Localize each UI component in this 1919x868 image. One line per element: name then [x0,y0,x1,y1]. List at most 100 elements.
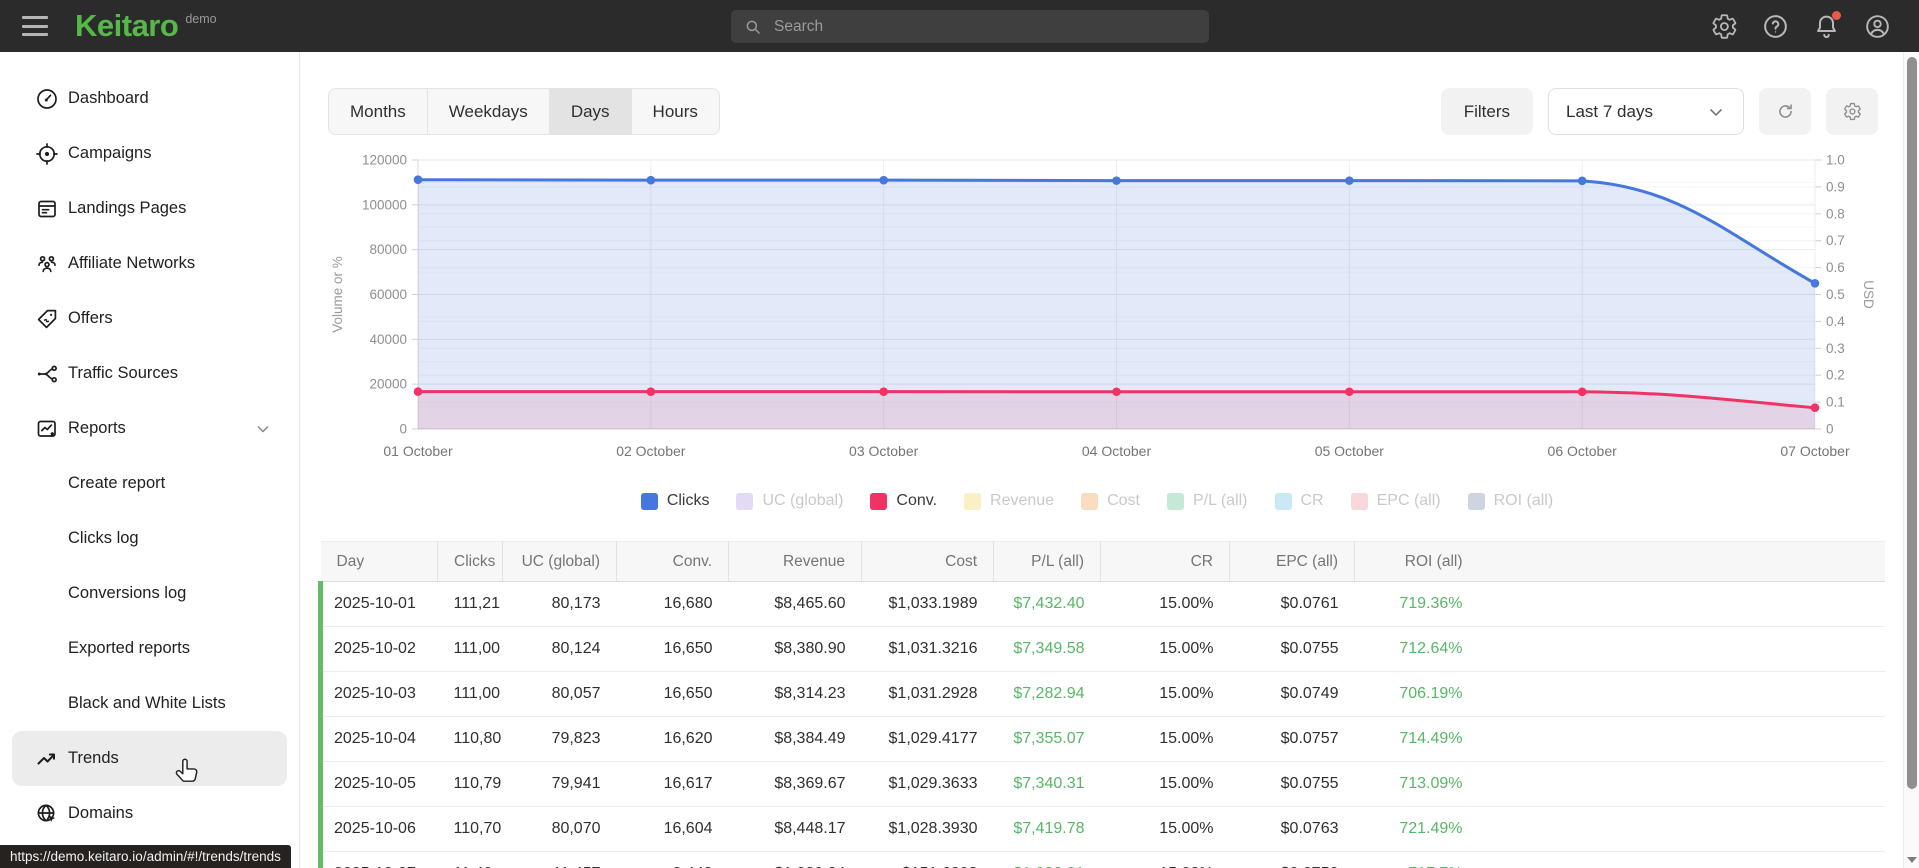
sidebar-item-label: Reports [68,419,126,437]
cell: 80,173 [502,581,617,627]
cell: $0.0755 [1229,626,1355,672]
notifications-icon[interactable] [1813,10,1841,40]
sidebar: Dashboard Campaigns Landings Pages Affiliat… [0,52,300,868]
cell: 111,21 [437,581,503,627]
legend-item-uc-global[interactable]: UC (global) [736,492,843,510]
legend-label: Clicks [666,492,710,509]
demo-badge: demo [185,12,217,26]
svg-text:0.6: 0.6 [1826,260,1845,275]
cell: 2025-10-02 [318,626,438,672]
column-header-epc-all: EPC (all) [1229,541,1355,582]
svg-text:0.3: 0.3 [1826,341,1845,356]
svg-text:0.1: 0.1 [1826,395,1845,410]
legend-label: CR [1300,492,1324,509]
column-header-p-l-all: P/L (all) [993,541,1101,582]
sidebar-item-label: Trends [68,749,119,767]
svg-text:06 October: 06 October [1548,443,1618,459]
sidebar-item-exported-reports[interactable]: Exported reports [0,621,299,676]
scrollbar-track[interactable] [1903,52,1919,868]
notification-dot [1832,10,1841,20]
affiliate-icon [35,252,59,276]
legend-swatch [736,492,754,510]
sidebar-item-offers[interactable]: Offers [0,291,299,346]
sidebar-item-label: Landings Pages [68,199,187,217]
search-input[interactable] [774,17,1196,36]
cell: $0.0757 [1229,716,1355,762]
sidebar-item-create-report[interactable]: Create report [0,456,299,511]
cell: 721.49% [1354,806,1479,852]
keitaro-logo[interactable]: Keitaro [75,8,179,43]
menu-icon[interactable] [22,16,48,36]
column-header-filler [1478,541,1885,582]
cell: 16,680 [616,581,729,627]
sidebar-item-conversions-log[interactable]: Conversions log [0,566,299,621]
column-header-day: Day [320,541,438,582]
cell: $0.0763 [1229,806,1355,852]
cell: 80,124 [502,626,617,672]
trends-icon [35,747,59,771]
column-header-uc-global: UC (global) [502,541,617,582]
svg-text:07 October: 07 October [1780,443,1850,459]
tab-weekdays[interactable]: Weekdays [428,89,550,134]
cell: 706.19% [1354,671,1479,717]
date-range-select[interactable]: Last 7 days [1548,88,1744,135]
cell: $1,029.3633 [861,761,994,807]
svg-text:03 October: 03 October [849,443,919,459]
campaigns-icon [35,142,59,166]
sidebar-item-black-white-lists[interactable]: Black and White Lists [0,676,299,731]
sidebar-item-landings-pages[interactable]: Landings Pages [0,181,299,236]
sidebar-item-affiliate-networks[interactable]: Affiliate Networks [0,236,299,291]
legend-item-clicks[interactable]: Clicks [640,492,710,510]
legend-swatch [1350,492,1368,510]
svg-text:01 October: 01 October [383,443,453,459]
help-icon[interactable] [1762,13,1789,40]
cell: $0.0749 [1229,671,1355,717]
cell: $1,033.1989 [861,581,994,627]
legend-item-epc-all[interactable]: EPC (all) [1350,492,1441,510]
chart-legend: Clicks UC (global) Conv. Revenue Cost P/L (al… [312,492,1882,510]
status-url-tooltip: https://demo.keitaro.io/admin/#!/trends/… [0,845,291,868]
cell: 11,49 [437,851,503,868]
table-row: 2025-10-03 111,00 80,057 16,650 $8,314.23 $1,… [318,671,1885,717]
cell: 2025-10-05 [318,761,438,807]
refresh-button[interactable] [1759,88,1811,135]
scroll-down-arrow[interactable] [1907,857,1917,863]
legend-item-cr[interactable]: CR [1274,492,1324,510]
cell: $7,349.58 [993,626,1101,672]
account-icon[interactable] [1864,13,1891,40]
tab-months[interactable]: Months [329,89,428,134]
table-row: 2025-10-0711,4911,4572,443$1,239.84$151.… [318,851,1885,868]
settings-icon[interactable] [1711,13,1738,40]
sidebar-item-reports[interactable]: Reports [0,401,299,456]
column-header-revenue: Revenue [728,541,862,582]
legend-item-p-l-all[interactable]: P/L (all) [1166,492,1248,510]
filters-button[interactable]: Filters [1440,88,1533,135]
offers-icon [35,307,59,331]
tab-hours[interactable]: Hours [652,102,698,121]
cell: 719.36% [1354,581,1479,627]
traffic-icon [35,362,59,386]
sidebar-item-dashboard[interactable]: Dashboard [0,71,299,126]
chart-settings-button[interactable] [1826,88,1878,135]
cell: 16,650 [616,671,729,717]
cell: 2025-10-04 [318,716,438,762]
trends-table: Day Clicks UC (global) Conv. Revenue Cost P/L … [318,541,1885,868]
legend-item-conv[interactable]: Conv. [870,492,937,510]
search-box[interactable] [731,10,1209,43]
scrollbar-thumb[interactable] [1907,57,1917,789]
sidebar-item-traffic-sources[interactable]: Traffic Sources [0,346,299,401]
sidebar-item-clicks-log[interactable]: Clicks log [0,511,299,566]
svg-text:0.7: 0.7 [1826,233,1845,248]
legend-item-roi-all[interactable]: ROI (all) [1467,492,1553,510]
sidebar-item-campaigns[interactable]: Campaigns [0,126,299,181]
table-row: 2025-10-01 111,21 80,173 16,680 $8,465.60 $1,… [318,581,1885,627]
date-range-value: Last 7 days [1566,101,1653,121]
sidebar-item-trends[interactable]: Trends [12,731,287,786]
legend-item-cost[interactable]: Cost [1081,492,1140,510]
cell [1478,806,1885,852]
sidebar-item-domains[interactable]: Domains [0,786,299,841]
svg-text:80000: 80000 [369,242,407,257]
legend-item-revenue[interactable]: Revenue [964,492,1054,510]
tab-days[interactable]: Days [549,89,632,134]
cell: $0.0750 [1229,851,1355,868]
